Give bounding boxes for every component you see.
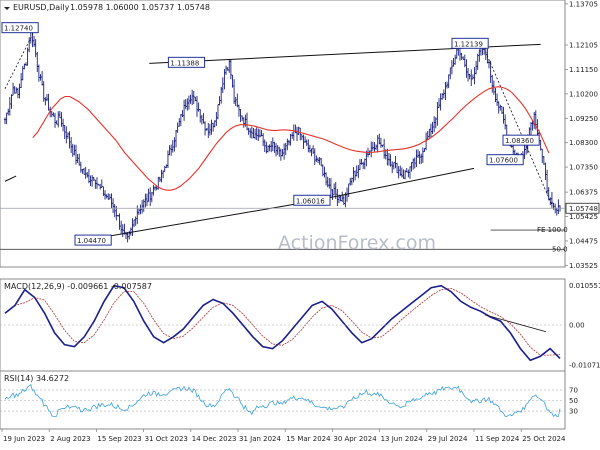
price-axis-label: 1.12105 — [569, 41, 598, 49]
x-axis-label: 31 Jan 2024 — [239, 435, 282, 443]
x-axis-label: 14 Dec 2023 — [192, 435, 237, 443]
symbol-dropdown-icon[interactable] — [4, 7, 10, 10]
x-axis-label: 13 Jun 2024 — [381, 435, 424, 443]
price-axis-label: 1.03525 — [569, 262, 598, 270]
macd-trendline — [484, 314, 547, 333]
last-price-box — [565, 202, 600, 214]
price-axis-label: 1.07350 — [569, 164, 598, 172]
x-axis-label: 2 Aug 2023 — [50, 435, 90, 443]
price-axis-label: 1.11150 — [569, 66, 598, 74]
lower-trendline-2 — [311, 167, 475, 202]
annotation-box — [293, 194, 331, 206]
x-axis-label: 30 Apr 2024 — [333, 435, 377, 443]
x-axis-label: 15 Sep 2023 — [97, 435, 141, 443]
price-axis-label: 1.09250 — [569, 115, 598, 123]
annotation-label: 1.04470 — [77, 237, 106, 245]
annotation-label: 50.0 — [552, 245, 568, 253]
x-axis-label: 29 Jul 2024 — [428, 435, 468, 443]
annotation-box — [1, 22, 39, 34]
macd-main-line — [4, 284, 561, 362]
rsi-layer — [0, 383, 565, 418]
left-edge-line — [4, 175, 17, 182]
annotation-box — [502, 134, 540, 146]
annotation-label: 1.06016 — [296, 197, 325, 205]
annotation-box — [167, 56, 206, 68]
annotation-label: FE 100.0 — [537, 226, 568, 234]
x-axis-label: 25 Oct 2024 — [522, 435, 566, 443]
price-title: EURUSD,Daily 1.05978 1.06000 1.05737 1.0… — [4, 3, 210, 12]
prior-swing-line — [4, 28, 36, 89]
annotation-box — [74, 234, 112, 246]
annotation-box — [451, 37, 489, 49]
annotation-label: 1.12139 — [454, 40, 483, 48]
rsi-title: RSI(14) 34.6272 — [4, 374, 69, 383]
price-axis-label: 1.05425 — [569, 213, 598, 221]
macd-axis-label: -0.01071 — [569, 362, 600, 370]
macd-axis-label: 0.00 — [569, 322, 585, 330]
ohlc-header: 1.05978 1.06000 1.05737 1.05748 — [70, 3, 210, 12]
price-layer: 1.12740 1.11388 1.12139 1.06016 1.04470 1.083… — [0, 22, 568, 253]
macd-layer — [0, 284, 565, 362]
macd-axis-label: 0.010551 — [569, 282, 600, 290]
annotation-label: 1.11388 — [170, 59, 199, 67]
x-axis-label: 19 Jun 2023 — [3, 435, 45, 443]
annotation-label: 1.07600 — [489, 157, 518, 165]
annotation-112740: 1.12740 — [1, 22, 39, 34]
annotation-112139: 1.12139 — [451, 37, 489, 49]
annotation-108360: 1.08360 — [502, 134, 540, 146]
x-axis-label: 31 Oct 2023 — [145, 435, 188, 443]
price-axis-label: 1.13705 — [569, 0, 598, 8]
annotation-104470: 1.04470 — [74, 234, 112, 246]
macd-signal-line — [4, 287, 561, 356]
watermark: ActionForex.com — [278, 232, 436, 254]
x-axis-label: 11 Sep 2024 — [475, 435, 520, 443]
rsi-axis-label: 70 — [569, 386, 578, 394]
annotation-box — [486, 154, 524, 166]
annotation-500: 50.0 — [552, 245, 568, 253]
annotation-106016: 1.06016 — [293, 194, 331, 206]
price-axis-label: 1.04475 — [569, 237, 598, 245]
macd-title: MACD(12,26,9) -0.009661 -0.007587 — [4, 282, 152, 291]
rsi-axis-label: 50 — [569, 397, 578, 405]
price-axis-label: 1.10200 — [569, 90, 598, 98]
last-price-label: 1.05748 — [569, 205, 598, 213]
x-axis-label: 15 Mar 2024 — [286, 435, 331, 443]
annotation-107600: 1.07600 — [486, 154, 524, 166]
rsi-panel-frame — [0, 370, 566, 430]
rsi-line — [4, 383, 561, 418]
annotation-label: 1.12740 — [4, 25, 33, 33]
rsi-axis-label: 30 — [569, 408, 578, 416]
annotation-111388: 1.11388 — [167, 56, 206, 68]
price-panel-frame — [0, 0, 566, 268]
annotation-FE1000: FE 100.0 — [537, 226, 568, 234]
price-axis-label: 1.08300 — [569, 139, 598, 147]
moving-average-line — [32, 86, 550, 191]
price-title-text: EURUSD,Daily — [13, 3, 70, 12]
price-axis-label: 1.06375 — [569, 189, 598, 197]
fib-projection-line — [481, 44, 553, 205]
annotation-label: 1.08360 — [505, 137, 534, 145]
